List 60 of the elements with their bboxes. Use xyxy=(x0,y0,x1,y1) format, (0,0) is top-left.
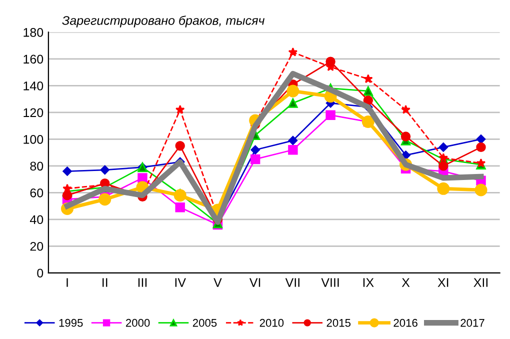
y-tick-label: 100 xyxy=(24,134,44,144)
x-tick-label: VII xyxy=(285,278,300,287)
y-tick-label: 120 xyxy=(24,108,44,118)
x-tick-label: II xyxy=(102,278,108,287)
point xyxy=(326,56,336,66)
point xyxy=(364,74,373,84)
legend-label: 2010 xyxy=(260,318,284,327)
point xyxy=(175,202,185,212)
x-tick-label: VI xyxy=(249,278,260,287)
point xyxy=(326,110,336,120)
x-tick-label: VIII xyxy=(321,278,339,287)
point xyxy=(288,136,298,146)
point xyxy=(437,182,450,195)
legend-label: 2005 xyxy=(192,318,217,327)
legend-label: 2015 xyxy=(326,318,350,327)
point xyxy=(62,166,72,176)
point xyxy=(288,145,298,155)
x-tick-label: V xyxy=(214,278,222,287)
point xyxy=(288,98,298,108)
x-tick-label: IV xyxy=(175,278,186,287)
point xyxy=(288,47,298,56)
point xyxy=(175,141,185,151)
point xyxy=(138,173,148,183)
point xyxy=(438,161,448,171)
point xyxy=(62,190,72,200)
legend-label: 2000 xyxy=(126,318,150,327)
point xyxy=(174,189,186,202)
x-tick-label: IX xyxy=(363,278,374,287)
x-tick-label: XI xyxy=(438,278,448,287)
y-tick-label: 160 xyxy=(24,54,44,64)
point xyxy=(363,86,374,96)
y-tick-label: 0 xyxy=(37,268,44,278)
x-tick-label: III xyxy=(138,278,147,287)
y-tick-label: 180 xyxy=(24,28,44,37)
y-tick-label: 20 xyxy=(30,242,44,251)
point xyxy=(363,96,374,106)
chart-title: Зарегистрировано браков, тысяч xyxy=(62,16,264,28)
point xyxy=(438,142,448,152)
y-tick-label: 80 xyxy=(30,162,44,171)
point xyxy=(175,104,185,114)
point xyxy=(438,153,448,162)
point xyxy=(286,84,300,98)
legend-label: 1995 xyxy=(59,318,83,327)
point xyxy=(476,134,486,144)
x-tick-label: X xyxy=(402,278,410,287)
point xyxy=(401,104,410,114)
point xyxy=(400,132,411,142)
point xyxy=(250,154,260,164)
x-tick-label: XII xyxy=(474,278,488,287)
y-tick-label: 40 xyxy=(30,215,44,224)
legend-label: 2017 xyxy=(460,318,484,327)
point xyxy=(476,142,486,152)
legend-label: 2016 xyxy=(394,318,418,327)
y-tick-label: 140 xyxy=(24,81,44,90)
point xyxy=(100,165,110,175)
x-tick-label: I xyxy=(66,278,68,287)
point xyxy=(250,145,260,154)
point xyxy=(474,184,488,196)
y-tick-label: 60 xyxy=(30,188,44,198)
point xyxy=(98,193,112,206)
